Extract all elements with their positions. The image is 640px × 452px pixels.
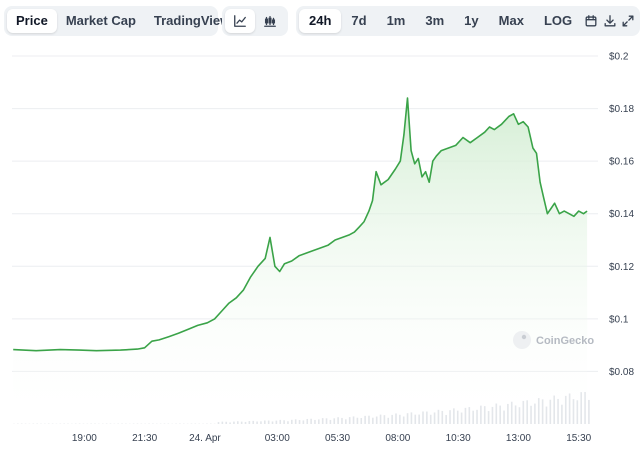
candlestick-chart-button[interactable] [255,9,285,33]
y-tick-label: $0.08 [609,367,634,378]
view-tabs: Price Market Cap TradingView [4,6,230,36]
range-tabs: 24h 7d 1m 3m 1y Max LOG [296,6,640,36]
y-tick-label: $0.16 [609,157,634,168]
coingecko-watermark: CoinGecko [513,331,594,349]
x-tick-label: 03:00 [265,433,290,444]
y-tick-label: $0.2 [609,52,629,63]
line-chart-icon [234,15,246,27]
price-area-fill [13,98,588,424]
chart-toolbar: Price Market Cap TradingView 24h 7d 1m 3… [0,6,640,36]
coingecko-logo-eye [521,334,527,340]
line-chart-button[interactable] [225,9,255,33]
x-tick-label: 24. Apr [189,433,221,444]
y-tick-label: $0.14 [609,209,634,220]
x-tick-label: 15:30 [566,433,591,444]
y-tick-label: $0.18 [609,104,634,115]
candlestick-chart-icon [264,15,276,27]
range-3m[interactable]: 3m [425,13,445,28]
range-24h[interactable]: 24h [299,9,342,33]
x-tick-label: 05:30 [325,433,350,444]
x-tick-label: 19:00 [72,433,97,444]
range-1m[interactable]: 1m [386,13,406,28]
y-axis-labels: $0.08 $0.1 $0.12 $0.14 $0.16 $0.18 $0.2 [609,52,634,378]
range-7d[interactable]: 7d [351,13,367,28]
price-line [13,97,588,352]
watermark-text: CoinGecko [536,335,594,347]
tab-market-cap[interactable]: Market Cap [65,13,136,28]
y-tick-label: $0.1 [609,314,629,325]
calendar-icon [585,15,597,27]
log-scale-toggle[interactable]: LOG [543,13,573,28]
tab-tradingview[interactable]: TradingView [153,13,231,28]
y-tick-label: $0.12 [609,262,634,273]
coingecko-logo-icon [513,331,531,349]
x-tick-label: 21:30 [132,433,157,444]
tab-price[interactable]: Price [7,9,57,33]
x-tick-label: 08:00 [385,433,410,444]
chart-type-toggle [222,6,288,36]
x-tick-label: 13:00 [506,433,531,444]
x-tick-label: 10:30 [446,433,471,444]
fullscreen-button[interactable] [619,9,637,33]
x-axis-labels: 19:00 21:30 24. Apr 03:00 05:30 08:00 10:30 13:… [72,433,592,444]
date-range-button[interactable] [582,9,600,33]
download-icon [604,15,616,27]
range-max[interactable]: Max [498,13,524,28]
expand-icon [622,15,634,27]
range-1y[interactable]: 1y [464,13,479,28]
volume-bar [588,399,590,424]
download-button[interactable] [600,9,618,33]
